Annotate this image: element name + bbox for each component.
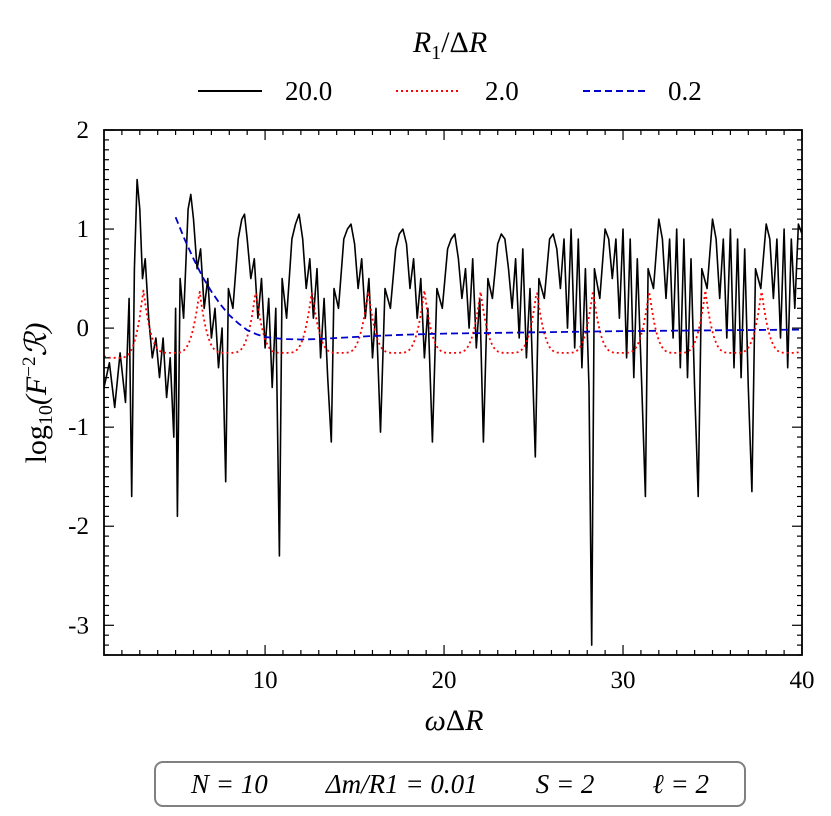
param-n: N = 10 bbox=[191, 768, 268, 799]
parameter-box: N = 10 Δm/R1 = 0.01 S = 2 ℓ = 2 bbox=[154, 761, 746, 807]
x-tick-label: 40 bbox=[790, 667, 815, 694]
legend-entry-20: 20.0 bbox=[285, 76, 332, 106]
x-tick-label: 30 bbox=[611, 667, 636, 694]
series-line-0 bbox=[104, 178, 802, 646]
x-axis-label: ωΔR bbox=[425, 704, 484, 737]
y-tick-label: -3 bbox=[68, 612, 89, 639]
series-line-1 bbox=[104, 289, 802, 359]
param-ell: ℓ = 2 bbox=[652, 768, 709, 799]
plot-area bbox=[103, 129, 803, 656]
x-tick-label: 10 bbox=[253, 667, 278, 694]
y-tick-label: -1 bbox=[68, 414, 89, 441]
series-group bbox=[104, 178, 802, 646]
legend-title: R1/ΔR bbox=[412, 26, 487, 64]
legend-entry-0-2: 0.2 bbox=[668, 76, 702, 106]
y-tick-label: 1 bbox=[77, 216, 90, 243]
param-s: S = 2 bbox=[535, 768, 595, 799]
y-tick-label: 0 bbox=[77, 315, 90, 342]
y-tick-label: -2 bbox=[68, 513, 89, 540]
x-tick-label: 20 bbox=[432, 667, 457, 694]
legend: R1/ΔR 20.0 2.0 0.2 bbox=[198, 26, 702, 106]
y-tick-label: 2 bbox=[77, 117, 90, 144]
legend-entry-2: 2.0 bbox=[485, 76, 519, 106]
param-dm: Δm/R1 = 0.01 bbox=[325, 768, 478, 799]
series-line-2 bbox=[174, 216, 802, 341]
y-axis-label: log10(F−2ℛ) bbox=[19, 323, 57, 464]
plot-frame bbox=[103, 129, 803, 656]
